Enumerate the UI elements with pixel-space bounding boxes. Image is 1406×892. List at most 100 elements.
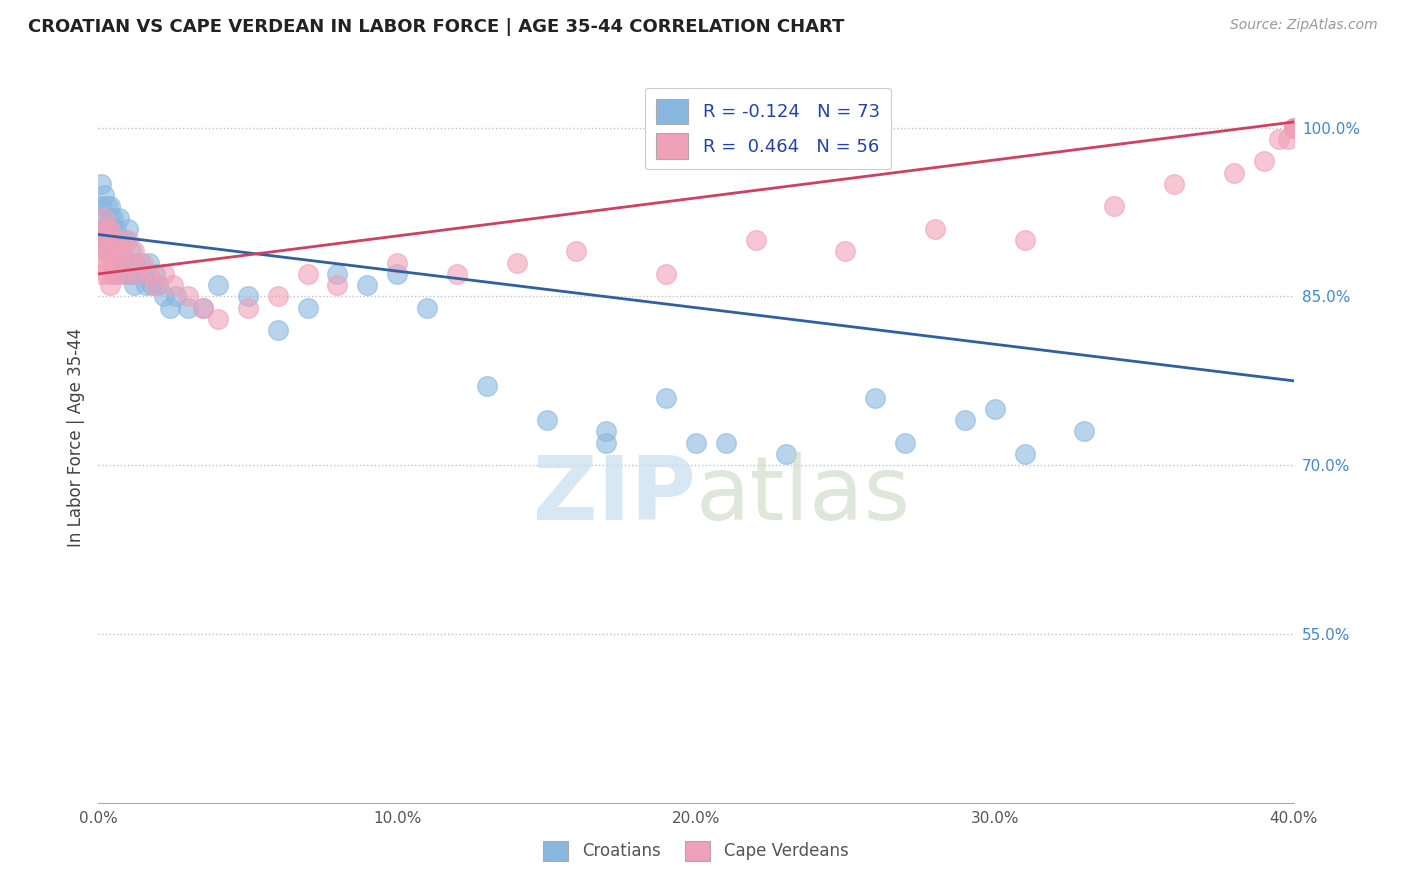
- Point: [108, 233, 131, 247]
- Point: [153, 267, 176, 281]
- Point: [1253, 154, 1275, 169]
- Point: [416, 301, 439, 315]
- Point: [1282, 120, 1305, 135]
- Point: [98, 244, 122, 259]
- Point: [90, 267, 112, 281]
- Point: [267, 289, 290, 303]
- Point: [132, 267, 155, 281]
- Point: [103, 211, 125, 225]
- Point: [98, 211, 122, 225]
- Point: [326, 267, 349, 281]
- Point: [135, 278, 157, 293]
- Point: [177, 289, 200, 303]
- Point: [141, 278, 163, 293]
- Point: [385, 255, 409, 269]
- Point: [111, 244, 134, 259]
- Y-axis label: In Labor Force | Age 35-44: In Labor Force | Age 35-44: [66, 327, 84, 547]
- Point: [117, 267, 139, 281]
- Point: [894, 435, 917, 450]
- Point: [685, 435, 707, 450]
- Point: [103, 267, 125, 281]
- Point: [114, 233, 136, 247]
- Legend: Croatians, Cape Verdeans: Croatians, Cape Verdeans: [537, 834, 855, 868]
- Point: [1282, 120, 1305, 135]
- Point: [595, 425, 617, 439]
- Point: [138, 267, 160, 281]
- Point: [103, 222, 125, 236]
- Point: [1073, 425, 1095, 439]
- Point: [124, 278, 146, 293]
- Point: [177, 301, 200, 315]
- Point: [775, 447, 797, 461]
- Point: [108, 255, 131, 269]
- Point: [1282, 120, 1305, 135]
- Text: Source: ZipAtlas.com: Source: ZipAtlas.com: [1230, 18, 1378, 32]
- Point: [103, 255, 125, 269]
- Point: [129, 255, 152, 269]
- Point: [120, 244, 142, 259]
- Point: [1282, 120, 1305, 135]
- Point: [90, 255, 112, 269]
- Point: [105, 222, 128, 236]
- Point: [124, 244, 146, 259]
- Point: [117, 222, 139, 236]
- Point: [108, 267, 131, 281]
- Point: [96, 222, 118, 236]
- Text: CROATIAN VS CAPE VERDEAN IN LABOR FORCE | AGE 35-44 CORRELATION CHART: CROATIAN VS CAPE VERDEAN IN LABOR FORCE …: [28, 18, 845, 36]
- Point: [105, 244, 128, 259]
- Point: [96, 233, 118, 247]
- Point: [111, 244, 134, 259]
- Point: [120, 255, 142, 269]
- Point: [446, 267, 468, 281]
- Point: [117, 233, 139, 247]
- Point: [1163, 177, 1185, 191]
- Point: [90, 233, 112, 247]
- Text: atlas: atlas: [696, 452, 911, 539]
- Point: [953, 413, 976, 427]
- Point: [1267, 132, 1289, 146]
- Point: [207, 312, 229, 326]
- Point: [148, 278, 170, 293]
- Point: [153, 289, 176, 303]
- Point: [984, 401, 1007, 416]
- Point: [93, 222, 115, 236]
- Point: [90, 199, 112, 213]
- Point: [103, 233, 125, 247]
- Point: [1223, 166, 1246, 180]
- Point: [90, 177, 112, 191]
- Point: [297, 267, 319, 281]
- Point: [98, 199, 122, 213]
- Point: [98, 222, 122, 236]
- Point: [93, 233, 115, 247]
- Point: [865, 391, 887, 405]
- Point: [120, 267, 142, 281]
- Point: [1277, 132, 1299, 146]
- Point: [1104, 199, 1126, 213]
- Point: [90, 222, 112, 236]
- Point: [162, 278, 184, 293]
- Point: [565, 244, 588, 259]
- Point: [108, 211, 131, 225]
- Point: [924, 222, 946, 236]
- Point: [297, 301, 319, 315]
- Point: [159, 301, 181, 315]
- Point: [96, 222, 118, 236]
- Point: [236, 301, 259, 315]
- Point: [143, 267, 166, 281]
- Point: [124, 255, 146, 269]
- Point: [1014, 233, 1036, 247]
- Point: [93, 255, 115, 269]
- Point: [207, 278, 229, 293]
- Point: [96, 199, 118, 213]
- Point: [127, 267, 149, 281]
- Point: [105, 244, 128, 259]
- Point: [93, 188, 115, 202]
- Point: [834, 244, 856, 259]
- Point: [236, 289, 259, 303]
- Point: [191, 301, 214, 315]
- Point: [98, 278, 122, 293]
- Point: [108, 255, 131, 269]
- Point: [96, 244, 118, 259]
- Point: [93, 233, 115, 247]
- Point: [93, 211, 115, 225]
